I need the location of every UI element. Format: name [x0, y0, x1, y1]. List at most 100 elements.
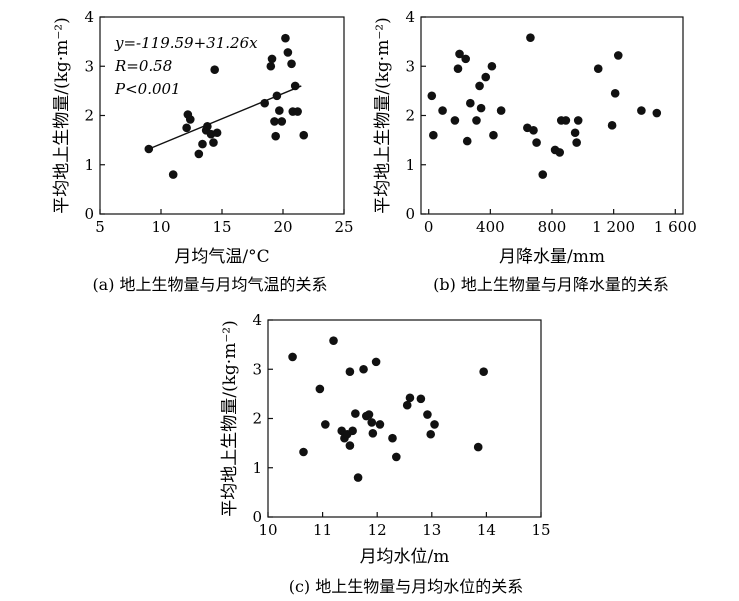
data-point [287, 59, 296, 69]
data-point [345, 367, 355, 377]
x-axis-label: 月均水位/m [360, 547, 450, 567]
data-point [429, 130, 438, 140]
data-point [144, 144, 154, 154]
data-point [275, 106, 284, 115]
data-point [561, 116, 571, 125]
data-point [555, 148, 565, 157]
data-point [348, 426, 357, 436]
y-tick-label: 2 [84, 107, 94, 125]
data-point [450, 116, 460, 125]
data-point [271, 131, 280, 141]
data-point [368, 428, 378, 438]
data-point [607, 121, 617, 130]
panel-caption: (c) 地上生物量与月均水位的关系 [289, 577, 524, 596]
y-tick-label: 1 [84, 156, 94, 174]
x-tick-label: 25 [334, 218, 353, 236]
data-point [462, 136, 472, 146]
data-point [375, 420, 385, 429]
data-point [267, 54, 277, 64]
y-tick-label: 3 [252, 360, 262, 378]
x-tick-label: 10 [258, 521, 277, 539]
y-tick-label: 3 [84, 57, 94, 75]
x-tick-label: 15 [212, 218, 231, 236]
data-point [438, 106, 447, 115]
data-point [496, 106, 506, 115]
x-tick-label: 12 [368, 521, 387, 539]
x-tick-label: 10 [151, 218, 170, 236]
data-point [185, 115, 195, 124]
data-point [426, 429, 436, 439]
data-point [427, 91, 437, 101]
data-point [299, 447, 308, 457]
plot-frame [420, 16, 684, 215]
data-point [315, 384, 325, 394]
data-point [281, 33, 290, 43]
y-tick-label: 4 [252, 311, 262, 329]
data-point [288, 352, 297, 362]
data-point [529, 125, 538, 135]
data-point [532, 138, 541, 147]
x-tick-label: 5 [95, 218, 105, 236]
data-point [455, 49, 464, 59]
y-tick-label: 0 [405, 205, 415, 223]
plot-2: 10 11 12 13 14 1501234月均水位/m平均地上生物量/(kg·m⁻²)(… [220, 311, 551, 596]
x-tick-label: 1 200 [592, 218, 635, 236]
data-point [293, 107, 302, 116]
y-tick-label: 0 [252, 508, 262, 526]
data-point [538, 170, 548, 179]
data-point [610, 89, 620, 98]
data-point [359, 364, 368, 374]
y-tick-label: 1 [405, 156, 415, 174]
x-tick-label: 15 [531, 521, 550, 539]
y-tick-label: 4 [84, 8, 94, 26]
y-axis-label: 平均地上生物量/(kg·m⁻²) [220, 320, 240, 517]
annotation-text: R=0.58 [114, 57, 172, 75]
x-axis-label: 月均气温/°C [174, 247, 269, 267]
data-point [266, 61, 276, 71]
data-point [277, 117, 287, 126]
data-point [168, 170, 178, 179]
data-point [593, 64, 603, 74]
data-point [290, 81, 300, 91]
data-point [210, 65, 219, 74]
data-point [388, 433, 397, 443]
data-point [212, 128, 222, 138]
data-point [203, 122, 212, 131]
data-point [613, 51, 623, 60]
data-point [364, 410, 374, 419]
y-tick-label: 0 [84, 205, 94, 223]
plot-1: 0 400 800 1 200 1 600 0 1 2 3 4 月降水量/mm 平均地上生物量/(kg… [373, 8, 697, 294]
data-point [476, 103, 486, 113]
y-tick-label: 3 [405, 57, 415, 75]
data-point [479, 367, 488, 377]
data-point [209, 138, 218, 147]
data-point [321, 420, 330, 429]
data-point [353, 473, 363, 482]
x-tick-label: 1 600 [654, 218, 697, 236]
data-point [402, 400, 412, 410]
y-tick-label: 1 [252, 459, 262, 477]
panel-caption: (a) 地上生物量与月均气温的关系 [92, 275, 327, 294]
y-tick-label: 2 [252, 410, 262, 428]
data-point [272, 91, 282, 101]
plot-0: 5 10 15 20 25 0 1 2 3 4 月均气温/°C 平均地上生物量/(kg·m⁻²) (a)… [52, 8, 354, 294]
data-point [283, 48, 293, 57]
data-point [570, 128, 580, 138]
data-point [260, 98, 270, 108]
data-point [489, 130, 498, 140]
data-point [329, 336, 338, 345]
data-point [299, 130, 309, 140]
x-tick-label: 20 [273, 218, 292, 236]
data-point [573, 116, 583, 125]
x-tick-label: 11 [313, 521, 332, 539]
data-point [351, 409, 360, 418]
data-point [475, 81, 484, 91]
data-point [466, 98, 475, 108]
data-point [270, 117, 279, 126]
x-tick-label: 800 [538, 218, 567, 236]
y-axis-label: 平均地上生物量/(kg·m⁻²) [373, 17, 393, 214]
data-point [453, 64, 463, 74]
x-tick-label: 14 [477, 521, 496, 539]
data-point [392, 452, 401, 462]
